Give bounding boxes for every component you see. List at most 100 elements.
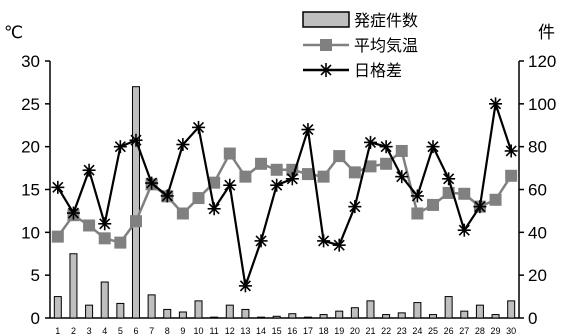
legend-item-range: 日格差 bbox=[303, 62, 402, 80]
bar bbox=[491, 314, 500, 319]
bar bbox=[366, 300, 375, 319]
temperature-point bbox=[505, 169, 518, 182]
x-tick-label: 21 bbox=[365, 326, 375, 336]
bar bbox=[241, 308, 250, 319]
x-tick-label: 28 bbox=[475, 326, 485, 336]
temperature-point bbox=[427, 198, 440, 211]
temperature-point bbox=[192, 192, 205, 205]
bar bbox=[460, 310, 469, 319]
x-ticks: 1 2 3 4 5 6 7 8 9 10 11 12 13 14 15 16 17 18 19 20 21 22 23 24 2… bbox=[55, 326, 516, 336]
temperature-point bbox=[51, 230, 64, 243]
bar bbox=[53, 296, 62, 319]
bar bbox=[69, 253, 78, 319]
range-series bbox=[51, 97, 518, 293]
y-right-tick-label: 120 bbox=[528, 52, 556, 71]
range-point bbox=[348, 200, 362, 214]
y-left-tick-label: 20 bbox=[21, 138, 40, 157]
x-tick-label: 25 bbox=[428, 326, 438, 336]
temperature-point bbox=[129, 215, 142, 228]
range-point bbox=[98, 217, 112, 231]
range-point bbox=[332, 238, 346, 252]
range-point bbox=[426, 140, 440, 154]
temperature-point bbox=[395, 144, 408, 157]
y-left-tick-label: 0 bbox=[31, 309, 40, 328]
temperature-point bbox=[208, 176, 221, 189]
x-tick-label: 14 bbox=[256, 326, 266, 336]
y-right-tick-label: 100 bbox=[528, 95, 556, 114]
legend-marker-temperature bbox=[320, 39, 332, 51]
bar bbox=[131, 86, 140, 319]
y-left-tick-label: 15 bbox=[21, 181, 40, 200]
range-point bbox=[363, 135, 377, 149]
x-tick-label: 20 bbox=[350, 326, 360, 336]
x-tick-label: 29 bbox=[491, 326, 501, 336]
temperature-point bbox=[364, 160, 377, 173]
bar bbox=[444, 296, 453, 319]
bar bbox=[147, 294, 156, 319]
y-left-tick-label: 5 bbox=[31, 266, 40, 285]
x-tick-label: 2 bbox=[71, 326, 76, 336]
range-point bbox=[473, 200, 487, 214]
temperature-point bbox=[270, 163, 283, 176]
y-right-tick-label: 20 bbox=[528, 266, 547, 285]
x-tick-label: 10 bbox=[194, 326, 204, 336]
bar bbox=[397, 312, 406, 319]
range-point bbox=[129, 133, 143, 147]
bar bbox=[257, 316, 266, 319]
temperature-point bbox=[458, 187, 471, 200]
range-point bbox=[113, 140, 127, 154]
range-point bbox=[270, 178, 284, 192]
temperature-point bbox=[239, 170, 252, 183]
bar bbox=[178, 311, 187, 319]
bar bbox=[225, 304, 234, 319]
x-tick-label: 27 bbox=[459, 326, 469, 336]
x-tick-label: 6 bbox=[133, 326, 138, 336]
range-point bbox=[160, 189, 174, 203]
y-left-tick-label: 30 bbox=[21, 52, 40, 71]
temperature-point bbox=[301, 168, 314, 181]
legend-label-temperature: 平均気温 bbox=[354, 37, 418, 55]
bar bbox=[382, 314, 391, 319]
x-tick-label: 24 bbox=[412, 326, 422, 336]
range-line bbox=[56, 103, 513, 287]
temperature-point bbox=[411, 207, 424, 220]
range-point bbox=[223, 178, 237, 192]
y-left-tick-label: 25 bbox=[21, 95, 40, 114]
bar bbox=[429, 314, 438, 319]
y-right-tick-label: 80 bbox=[528, 138, 547, 157]
legend-swatch-bar bbox=[302, 11, 350, 28]
temperature-point bbox=[333, 150, 346, 163]
temperature-point bbox=[223, 147, 236, 160]
legend: 発症件数 平均気温 日格差 bbox=[302, 11, 418, 80]
temperature-series bbox=[51, 144, 518, 249]
range-point bbox=[145, 176, 159, 190]
x-tick-label: 5 bbox=[118, 326, 123, 336]
x-tick-label: 17 bbox=[303, 326, 313, 336]
x-tick-label: 23 bbox=[397, 326, 407, 336]
temperature-point bbox=[348, 166, 361, 179]
y-left-tick-label: 10 bbox=[21, 223, 40, 242]
bars-series bbox=[53, 86, 516, 319]
bar bbox=[100, 281, 109, 319]
bar bbox=[507, 300, 516, 319]
x-tick-label: 3 bbox=[87, 326, 92, 336]
range-point bbox=[254, 234, 268, 248]
range-point bbox=[379, 140, 393, 154]
bar bbox=[85, 304, 94, 319]
legend-label-bar: 発症件数 bbox=[354, 12, 418, 30]
bar bbox=[272, 315, 281, 319]
y-right-tick-label: 40 bbox=[528, 223, 547, 242]
range-point bbox=[176, 138, 190, 152]
bar bbox=[163, 308, 172, 319]
legend-item-temperature: 平均気温 bbox=[303, 37, 418, 55]
legend-label-range: 日格差 bbox=[354, 62, 402, 80]
bar bbox=[413, 302, 422, 319]
x-tick-label: 9 bbox=[180, 326, 185, 336]
temperature-point bbox=[380, 157, 393, 170]
y-right-tick-label: 60 bbox=[528, 181, 547, 200]
bar bbox=[350, 307, 359, 319]
bar bbox=[303, 316, 312, 319]
y-right-unit: 件 bbox=[538, 23, 555, 42]
range-point bbox=[301, 123, 315, 137]
